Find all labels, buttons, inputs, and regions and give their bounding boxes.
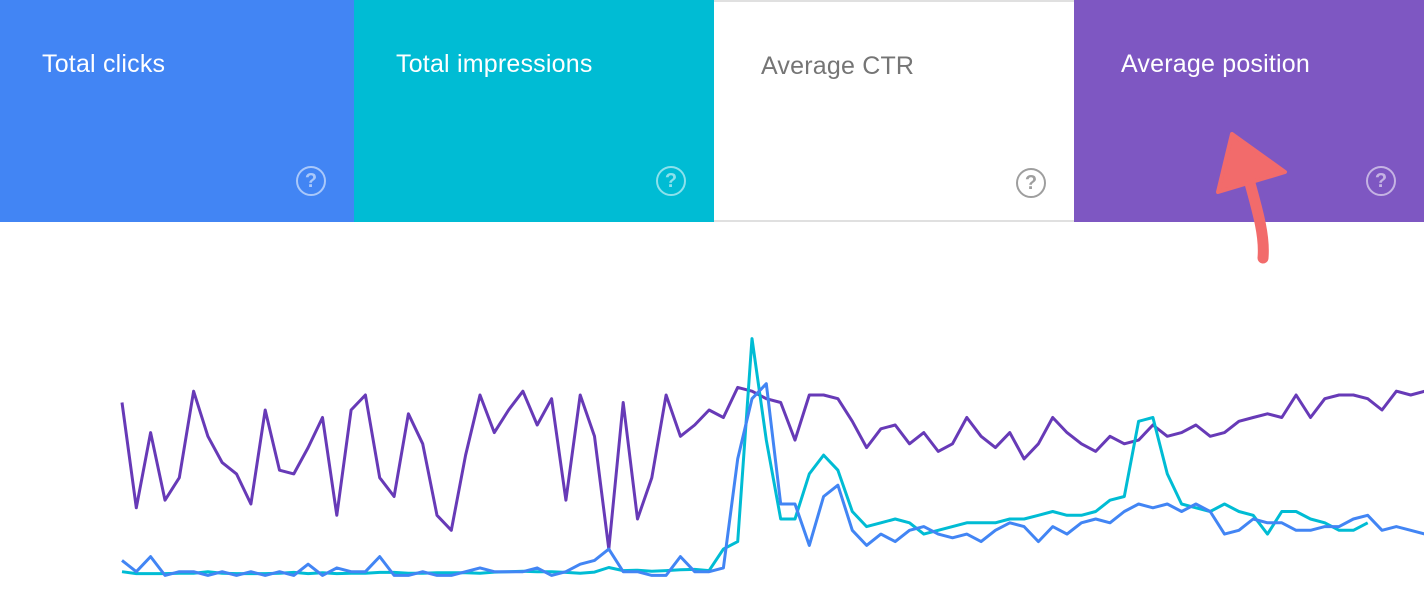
total-clicks-label: Total clicks [42,50,166,78]
question-circle-icon[interactable]: ? [1016,168,1046,198]
question-circle-icon[interactable]: ? [296,166,326,196]
total-clicks-card[interactable]: Total clicks ? [0,0,354,222]
average-position-label: Average position [1121,50,1310,78]
question-circle-icon[interactable]: ? [656,166,686,196]
series-line-0 [120,385,1424,551]
series-line-2 [121,382,1424,577]
average-position-card[interactable]: Average position ? [1074,0,1424,222]
total-impressions-card[interactable]: Total impressions ? [354,0,714,222]
question-circle-icon[interactable]: ? [1366,166,1396,196]
average-ctr-label: Average CTR [761,52,915,80]
performance-line-chart [120,337,1424,577]
metric-cards: Total clicks ? Total impressions ? Avera… [0,0,1424,222]
average-ctr-card[interactable]: Average CTR ? [714,0,1074,222]
series-line-1 [121,337,1369,576]
total-impressions-label: Total impressions [396,50,593,78]
